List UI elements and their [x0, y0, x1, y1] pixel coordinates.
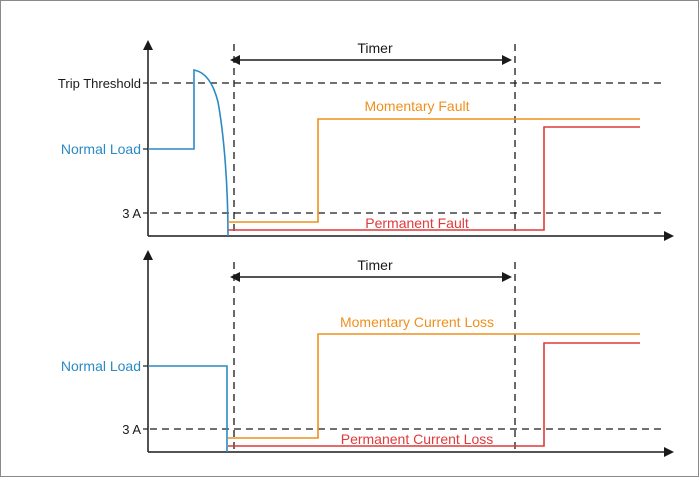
bottom-permanent-loss-label: Permanent Current Loss: [341, 431, 494, 447]
top-3a-label: 3 A: [122, 206, 141, 221]
bottom-panel: Normal Load 3 A Timer Momentary Current …: [61, 250, 674, 457]
top-normal-load-label: Normal Load: [61, 141, 141, 157]
bottom-3a-label: 3 A: [122, 422, 141, 437]
top-timer-label: Timer: [357, 40, 393, 56]
top-momentary-fault-label: Momentary Fault: [364, 98, 469, 114]
bottom-momentary-loss-trace: [228, 333, 640, 439]
bottom-normal-load-trace: [148, 365, 228, 452]
top-permanent-fault-trace: [228, 126, 640, 231]
bottom-momentary-loss-label: Momentary Current Loss: [340, 314, 494, 330]
top-permanent-fault-label: Permanent Fault: [365, 215, 469, 231]
bottom-normal-load-label: Normal Load: [61, 358, 141, 374]
bottom-timer-label: Timer: [357, 257, 393, 273]
top-trip-threshold-label: Trip Threshold: [58, 76, 141, 91]
top-panel: Trip Threshold Normal Load 3 A Timer Mom…: [58, 40, 674, 241]
top-normal-load-trace: [148, 69, 229, 237]
top-momentary-fault-trace: [228, 118, 640, 223]
bottom-permanent-loss-trace: [228, 342, 640, 447]
